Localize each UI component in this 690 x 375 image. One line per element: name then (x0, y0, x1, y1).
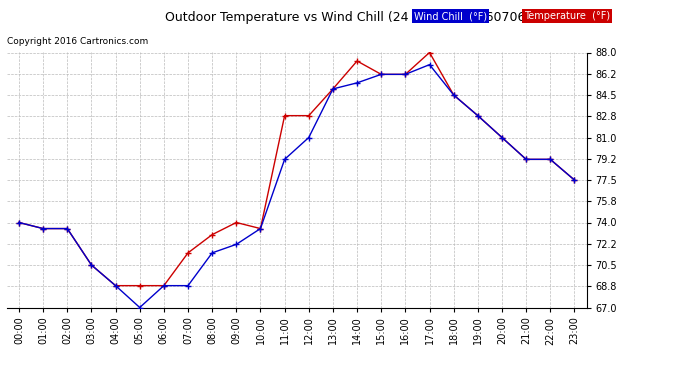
Text: Outdoor Temperature vs Wind Chill (24 Hours)  20160706: Outdoor Temperature vs Wind Chill (24 Ho… (165, 11, 525, 24)
Text: Copyright 2016 Cartronics.com: Copyright 2016 Cartronics.com (7, 38, 148, 46)
Text: Wind Chill  (°F): Wind Chill (°F) (414, 11, 487, 21)
Text: Temperature  (°F): Temperature (°F) (524, 11, 611, 21)
